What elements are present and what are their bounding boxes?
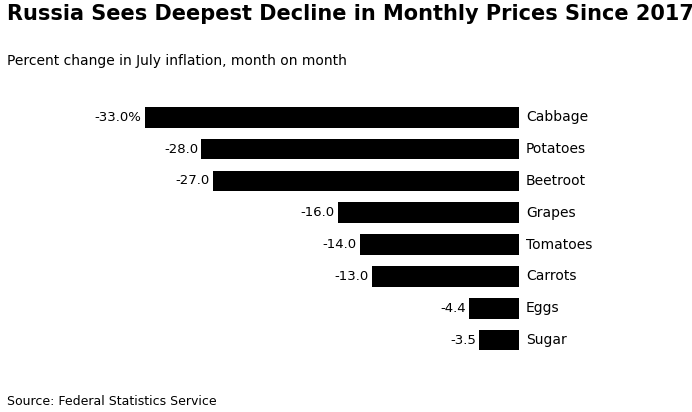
Text: Grapes: Grapes xyxy=(526,206,576,220)
Text: Percent change in July inflation, month on month: Percent change in July inflation, month … xyxy=(7,54,347,68)
Bar xyxy=(480,330,519,350)
Text: -16.0: -16.0 xyxy=(300,206,334,219)
Text: Russia Sees Deepest Decline in Monthly Prices Since 2017: Russia Sees Deepest Decline in Monthly P… xyxy=(7,4,692,24)
Text: Beetroot: Beetroot xyxy=(526,174,586,188)
Bar xyxy=(201,139,519,159)
Text: -3.5: -3.5 xyxy=(450,334,476,346)
Text: Eggs: Eggs xyxy=(526,301,560,315)
Text: -28.0: -28.0 xyxy=(164,143,198,156)
Text: -4.4: -4.4 xyxy=(440,302,466,315)
Text: Tomatoes: Tomatoes xyxy=(526,238,592,252)
Bar xyxy=(213,171,519,191)
Text: Sugar: Sugar xyxy=(526,333,567,347)
Text: -13.0: -13.0 xyxy=(334,270,368,283)
Text: Source: Federal Statistics Service: Source: Federal Statistics Service xyxy=(7,395,217,408)
Bar xyxy=(145,107,519,128)
Text: Cabbage: Cabbage xyxy=(526,110,588,124)
Text: -33.0%: -33.0% xyxy=(95,111,141,124)
Text: -14.0: -14.0 xyxy=(322,238,357,251)
Text: Carrots: Carrots xyxy=(526,269,576,283)
Bar xyxy=(372,266,519,287)
Bar xyxy=(338,202,519,223)
Bar xyxy=(361,234,519,255)
Text: -27.0: -27.0 xyxy=(175,174,210,187)
Text: Potatoes: Potatoes xyxy=(526,142,586,156)
Bar xyxy=(469,298,519,318)
